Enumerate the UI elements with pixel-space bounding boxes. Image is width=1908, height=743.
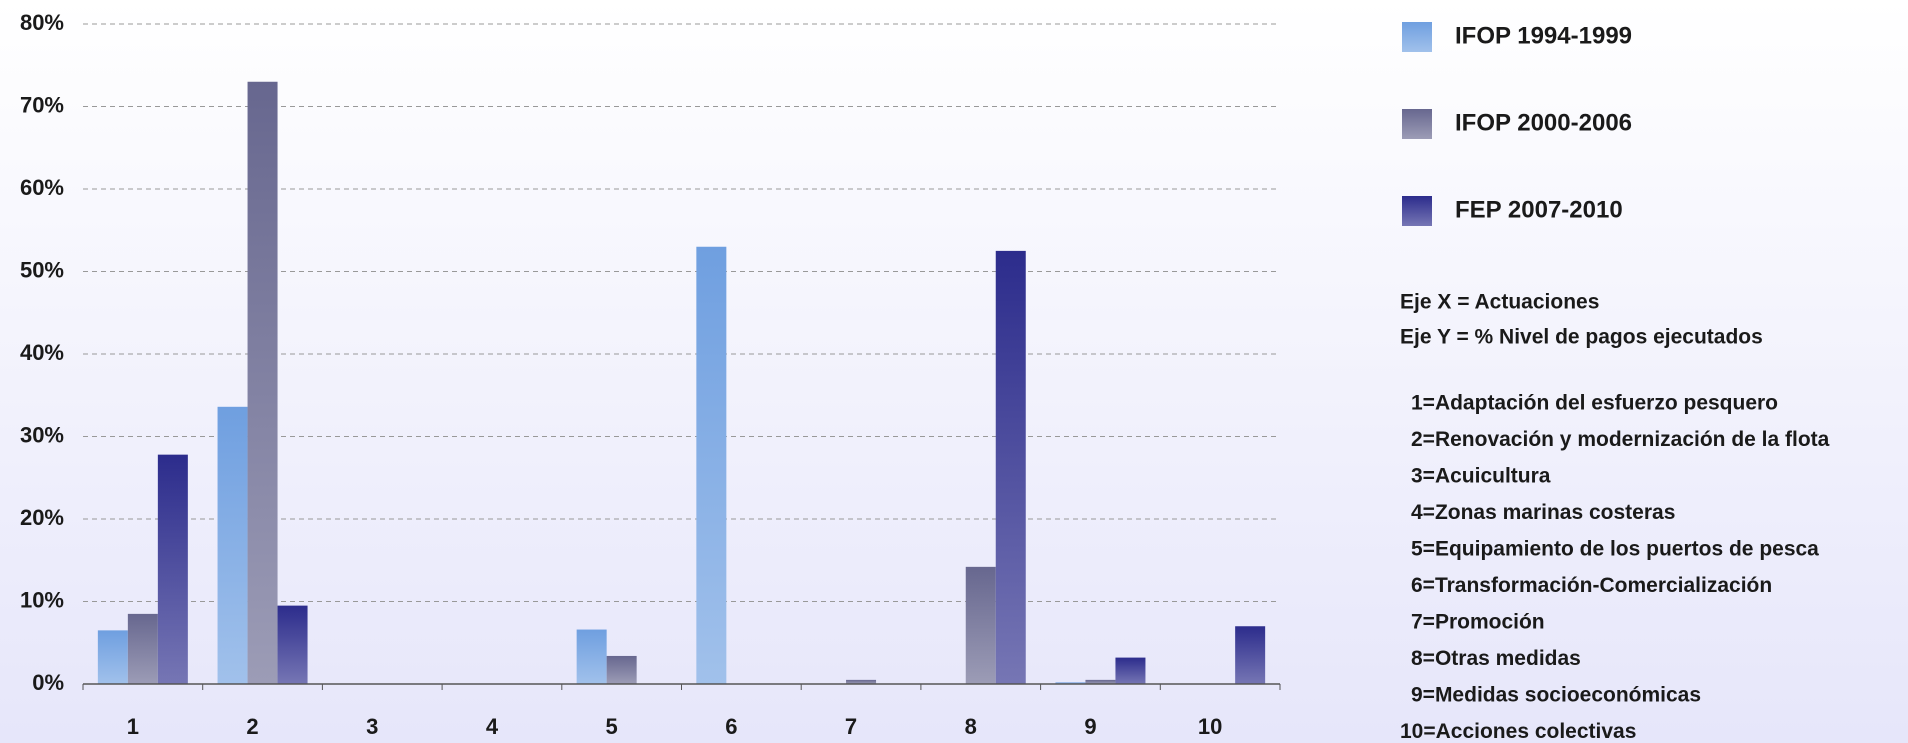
bar <box>157 454 188 684</box>
category-description: 8=Otras medidas <box>1411 647 1581 670</box>
y-tick-label: 30% <box>20 422 64 447</box>
category-description: 6=Transformación-Comercialización <box>1411 574 1772 597</box>
x-tick-label: 7 <box>845 714 857 739</box>
legend-label: FEP 2007-2010 <box>1455 196 1623 223</box>
legend-label: IFOP 2000-2006 <box>1455 109 1632 136</box>
category-description: 10=Acciones colectivas <box>1400 720 1636 743</box>
x-tick-label: 1 <box>127 714 139 739</box>
legend-swatch <box>1402 196 1432 226</box>
y-tick-label: 0% <box>32 670 64 695</box>
axis-note: Eje X = Actuaciones <box>1400 291 1599 314</box>
bar <box>127 613 158 684</box>
bar <box>1235 626 1266 684</box>
bar <box>1115 657 1146 684</box>
bar <box>965 566 996 684</box>
y-tick-label: 80% <box>20 10 64 35</box>
bar <box>696 246 727 684</box>
x-tick-label: 10 <box>1198 714 1222 739</box>
category-description: 7=Promoción <box>1411 611 1545 634</box>
y-tick-label: 40% <box>20 340 64 365</box>
y-tick-label: 50% <box>20 257 64 282</box>
axis-note: Eje Y = % Nivel de pagos ejecutados <box>1400 326 1763 349</box>
category-description: 5=Equipamiento de los puertos de pesca <box>1411 538 1819 561</box>
y-tick-label: 20% <box>20 505 64 530</box>
bar <box>846 679 877 684</box>
category-description: 3=Acuicultura <box>1411 465 1551 488</box>
category-description: 2=Renovación y modernización de la flota <box>1411 428 1830 451</box>
y-tick-label: 60% <box>20 175 64 200</box>
y-tick-label: 10% <box>20 587 64 612</box>
category-description: 1=Adaptación del esfuerzo pesquero <box>1411 392 1778 415</box>
bar <box>995 250 1026 684</box>
x-tick-label: 6 <box>725 714 737 739</box>
category-description: 9=Medidas socioeconómicas <box>1411 684 1701 707</box>
x-tick-label: 8 <box>965 714 977 739</box>
bar <box>277 605 308 684</box>
bar <box>247 81 278 684</box>
x-tick-label: 9 <box>1084 714 1096 739</box>
bar <box>1055 682 1086 684</box>
legend-swatch <box>1402 22 1432 52</box>
x-tick-label: 2 <box>246 714 258 739</box>
x-tick-label: 4 <box>486 714 499 739</box>
x-tick-label: 5 <box>606 714 618 739</box>
legend-swatch <box>1402 109 1432 139</box>
x-tick-label: 3 <box>366 714 378 739</box>
bar <box>97 630 128 684</box>
category-description: 4=Zonas marinas costeras <box>1411 501 1675 524</box>
bar <box>576 629 607 684</box>
y-tick-label: 70% <box>20 92 64 117</box>
bar <box>217 406 248 684</box>
bar <box>1085 679 1116 684</box>
legend-label: IFOP 1994-1999 <box>1455 22 1632 49</box>
bar <box>606 655 637 684</box>
